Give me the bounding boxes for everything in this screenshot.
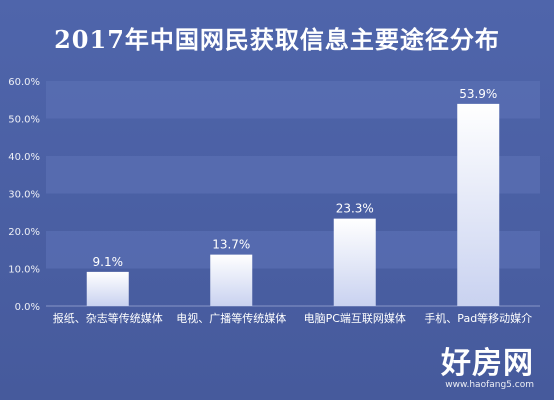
bar: [210, 254, 253, 306]
watermark-logo: 好房网: [441, 346, 534, 381]
bar-value-label: 53.9%: [459, 87, 497, 101]
bar: [333, 218, 376, 306]
y-tick-label: 50.0%: [8, 115, 40, 126]
x-category-label: 手机、Pad等移动媒介: [424, 311, 532, 325]
y-tick-label: 10.0%: [8, 265, 40, 276]
bar-value-label: 13.7%: [212, 238, 250, 252]
watermark-url: www.haofang5.com: [445, 380, 534, 390]
y-tick-label: 60.0%: [8, 77, 40, 88]
watermark: 好房网 www.haofang5.com: [441, 346, 534, 391]
x-category-label: 电视、广播等传统媒体: [176, 311, 286, 325]
bar-value-label: 23.3%: [336, 202, 374, 216]
x-category-label: 电脑PC端互联网媒体: [304, 311, 406, 325]
y-tick-label: 40.0%: [8, 152, 40, 163]
x-category-label: 报纸、杂志等传统媒体: [53, 311, 163, 325]
y-tick-label: 20.0%: [8, 227, 40, 238]
chart-title: 2017年中国网民获取信息主要途径分布: [54, 25, 500, 54]
bar: [457, 103, 500, 306]
bar-value-label: 9.1%: [93, 255, 124, 269]
bar: [86, 271, 129, 306]
y-tick-label: 0.0%: [15, 302, 40, 313]
y-tick-label: 30.0%: [8, 190, 40, 201]
